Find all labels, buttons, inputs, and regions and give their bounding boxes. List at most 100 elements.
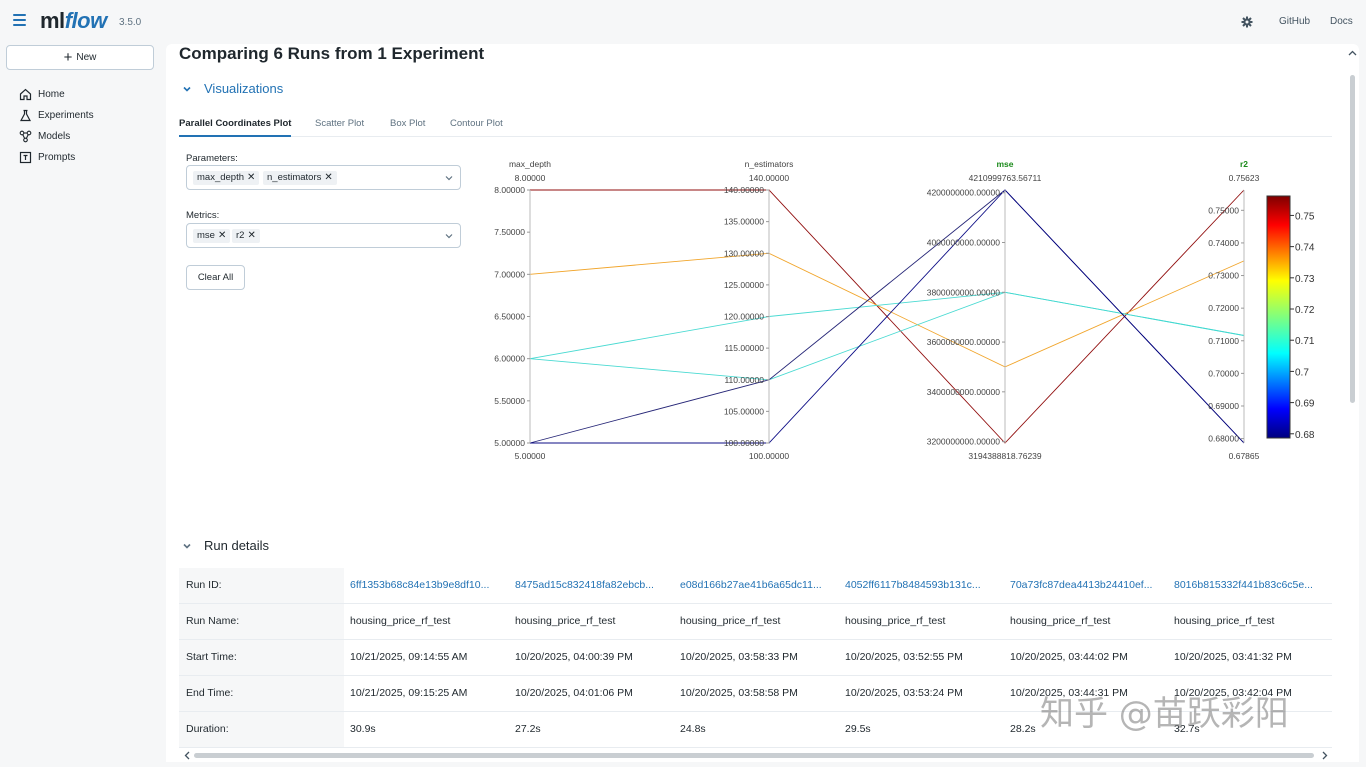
- colorbar-label: 0.74: [1295, 243, 1315, 254]
- tick-label: 0.70000: [1208, 368, 1239, 378]
- gear-icon[interactable]: [1241, 16, 1253, 28]
- axis-min-label: 3194388818.76239: [968, 451, 1042, 461]
- tab-parallel-coordinates[interactable]: Parallel Coordinates Plot: [179, 118, 292, 137]
- run-id-link[interactable]: 70a73fc87dea4413b24410ef...: [1010, 579, 1153, 591]
- tick-label: 125.00000: [724, 280, 764, 290]
- chevron-down-icon[interactable]: [445, 232, 453, 240]
- table-cell: 10/21/2025, 09:15:25 AM: [350, 687, 468, 699]
- colorbar-label: 0.7: [1295, 367, 1309, 378]
- table-cell: housing_price_rf_test: [1010, 615, 1111, 627]
- table-cell: 27.2s: [515, 723, 541, 735]
- sidebar-item-home[interactable]: Home: [19, 85, 65, 103]
- tick-label: 6.50000: [494, 312, 525, 322]
- table-cell: housing_price_rf_test: [1174, 615, 1275, 627]
- metrics-select[interactable]: mse ✕ r2 ✕: [186, 223, 461, 248]
- tab-scatter-plot[interactable]: Scatter Plot: [315, 118, 365, 129]
- parameters-label: Parameters:: [186, 153, 238, 164]
- tick-label: 4000000000.00000: [927, 238, 1001, 248]
- tick-label: 0.75000: [1208, 205, 1239, 215]
- colorbar-label: 0.69: [1295, 399, 1315, 410]
- vertical-scrollbar[interactable]: [1347, 48, 1358, 748]
- run-details-toggle[interactable]: Run details: [182, 538, 269, 553]
- tick-label: 105.00000: [724, 406, 764, 416]
- row-label: Start Time:: [179, 640, 344, 675]
- scroll-left-icon[interactable]: [182, 750, 192, 761]
- table-cell: 29.5s: [845, 723, 871, 735]
- menu-icon[interactable]: [13, 14, 26, 26]
- chevron-down-icon[interactable]: [445, 174, 453, 182]
- top-bar: mlflow 3.5.0 GitHub Docs: [0, 0, 1366, 44]
- mlflow-logo[interactable]: mlflow: [40, 8, 107, 33]
- colorbar-label: 0.75: [1295, 211, 1315, 222]
- tick-label: 5.50000: [494, 396, 525, 406]
- tick-label: 5.00000: [494, 438, 525, 448]
- table-cell: 10/20/2025, 03:41:32 PM: [1174, 651, 1292, 663]
- sidebar-item-prompts[interactable]: Prompts: [19, 148, 75, 166]
- parameters-select[interactable]: max_depth ✕ n_estimators ✕: [186, 165, 461, 190]
- chip-n-estimators: n_estimators ✕: [263, 171, 337, 185]
- clear-all-button[interactable]: Clear All: [186, 265, 245, 290]
- remove-icon[interactable]: ✕: [247, 172, 256, 183]
- run-id-link[interactable]: e08d166b27ae41b6a65dc11...: [680, 579, 822, 591]
- scrollbar-thumb[interactable]: [194, 753, 1314, 758]
- remove-icon[interactable]: ✕: [247, 230, 256, 241]
- axis-max-label: 140.00000: [749, 173, 789, 183]
- colorbar: [1266, 195, 1291, 439]
- tick-label: 0.72000: [1208, 303, 1239, 313]
- tab-contour-plot[interactable]: Contour Plot: [450, 118, 503, 129]
- new-button[interactable]: + New: [6, 45, 154, 70]
- table-row: End Time: 10/21/2025, 09:15:25 AM 10/20/20…: [179, 676, 1332, 712]
- scroll-right-icon[interactable]: [1320, 750, 1330, 761]
- tick-label: 140.00000: [724, 185, 764, 195]
- table-cell: 10/20/2025, 03:58:58 PM: [680, 687, 798, 699]
- run-id-link[interactable]: 6ff1353b68c84e13b9e8df10...: [350, 579, 490, 591]
- remove-icon[interactable]: ✕: [324, 172, 333, 183]
- remove-icon[interactable]: ✕: [217, 230, 227, 241]
- table-cell: 10/20/2025, 03:44:31 PM: [1010, 687, 1128, 699]
- scrollbar-thumb[interactable]: [1350, 75, 1355, 403]
- scroll-up-icon[interactable]: [1347, 48, 1358, 58]
- tick-label: 4200000000.00000: [927, 188, 1001, 198]
- parallel-coordinates-plot[interactable]: max_depth 8.00000 5.00000 8.00000 7.50000 7.0…: [476, 146, 1326, 476]
- chip-mse: mse ✕: [193, 229, 231, 243]
- table-cell: 10/20/2025, 04:01:06 PM: [515, 687, 633, 699]
- table-cell: 10/21/2025, 09:14:55 AM: [350, 651, 468, 663]
- tick-label: 0.74000: [1208, 238, 1239, 248]
- colorbar-label: 0.68: [1295, 430, 1315, 441]
- colorbar-label: 0.73: [1295, 274, 1315, 285]
- docs-link[interactable]: Docs: [1330, 16, 1353, 27]
- table-cell: housing_price_rf_test: [680, 615, 781, 627]
- axis-title: r2: [1240, 159, 1248, 169]
- run-id-link[interactable]: 4052ff6117b8484593b131c...: [845, 579, 981, 591]
- table-cell: housing_price_rf_test: [515, 615, 616, 627]
- table-row: Duration: 30.9s 27.2s 24.8s 29.5s 28.2s 32.7s: [179, 712, 1332, 748]
- tick-label: 7.50000: [494, 227, 525, 237]
- horizontal-scrollbar[interactable]: [166, 750, 1330, 761]
- github-link[interactable]: GitHub: [1279, 16, 1311, 27]
- run-id-link[interactable]: 8475ad15c832418fa82ebcb...: [515, 579, 654, 591]
- table-cell: 10/20/2025, 03:53:24 PM: [845, 687, 963, 699]
- chip-max-depth: max_depth ✕: [193, 171, 260, 185]
- table-cell: housing_price_rf_test: [350, 615, 451, 627]
- home-icon: [19, 88, 32, 100]
- main-panel: Comparing 6 Runs from 1 Experiment Visua…: [166, 44, 1359, 762]
- tick-label: 0.71000: [1208, 336, 1239, 346]
- axis-title: mse: [996, 159, 1013, 169]
- axis-min-label: 0.67865: [1229, 451, 1260, 461]
- row-label: Run Name:: [179, 604, 344, 639]
- sidebar: + New Home Experiments Models Prompts: [0, 44, 162, 767]
- page-title: Comparing 6 Runs from 1 Experiment: [179, 44, 485, 63]
- run-id-link[interactable]: 8016b815332f441b83c6c5e...: [1174, 579, 1313, 591]
- tab-box-plot[interactable]: Box Plot: [390, 118, 426, 129]
- table-row: Run ID: 6ff1353b68c84e13b9e8df10... 8475ad…: [179, 568, 1332, 604]
- tick-label: 7.00000: [494, 269, 525, 279]
- sidebar-item-models[interactable]: Models: [19, 127, 70, 145]
- axis-title: max_depth: [509, 159, 551, 169]
- sidebar-item-experiments[interactable]: Experiments: [19, 106, 94, 124]
- series-line: [530, 189, 1245, 444]
- tick-label: 3200000000.00000: [927, 437, 1001, 447]
- visualizations-toggle[interactable]: Visualizations: [182, 81, 283, 96]
- tick-label: 120.00000: [724, 312, 764, 322]
- tick-label: 8.00000: [494, 185, 525, 195]
- tick-label: 100.00000: [724, 438, 764, 448]
